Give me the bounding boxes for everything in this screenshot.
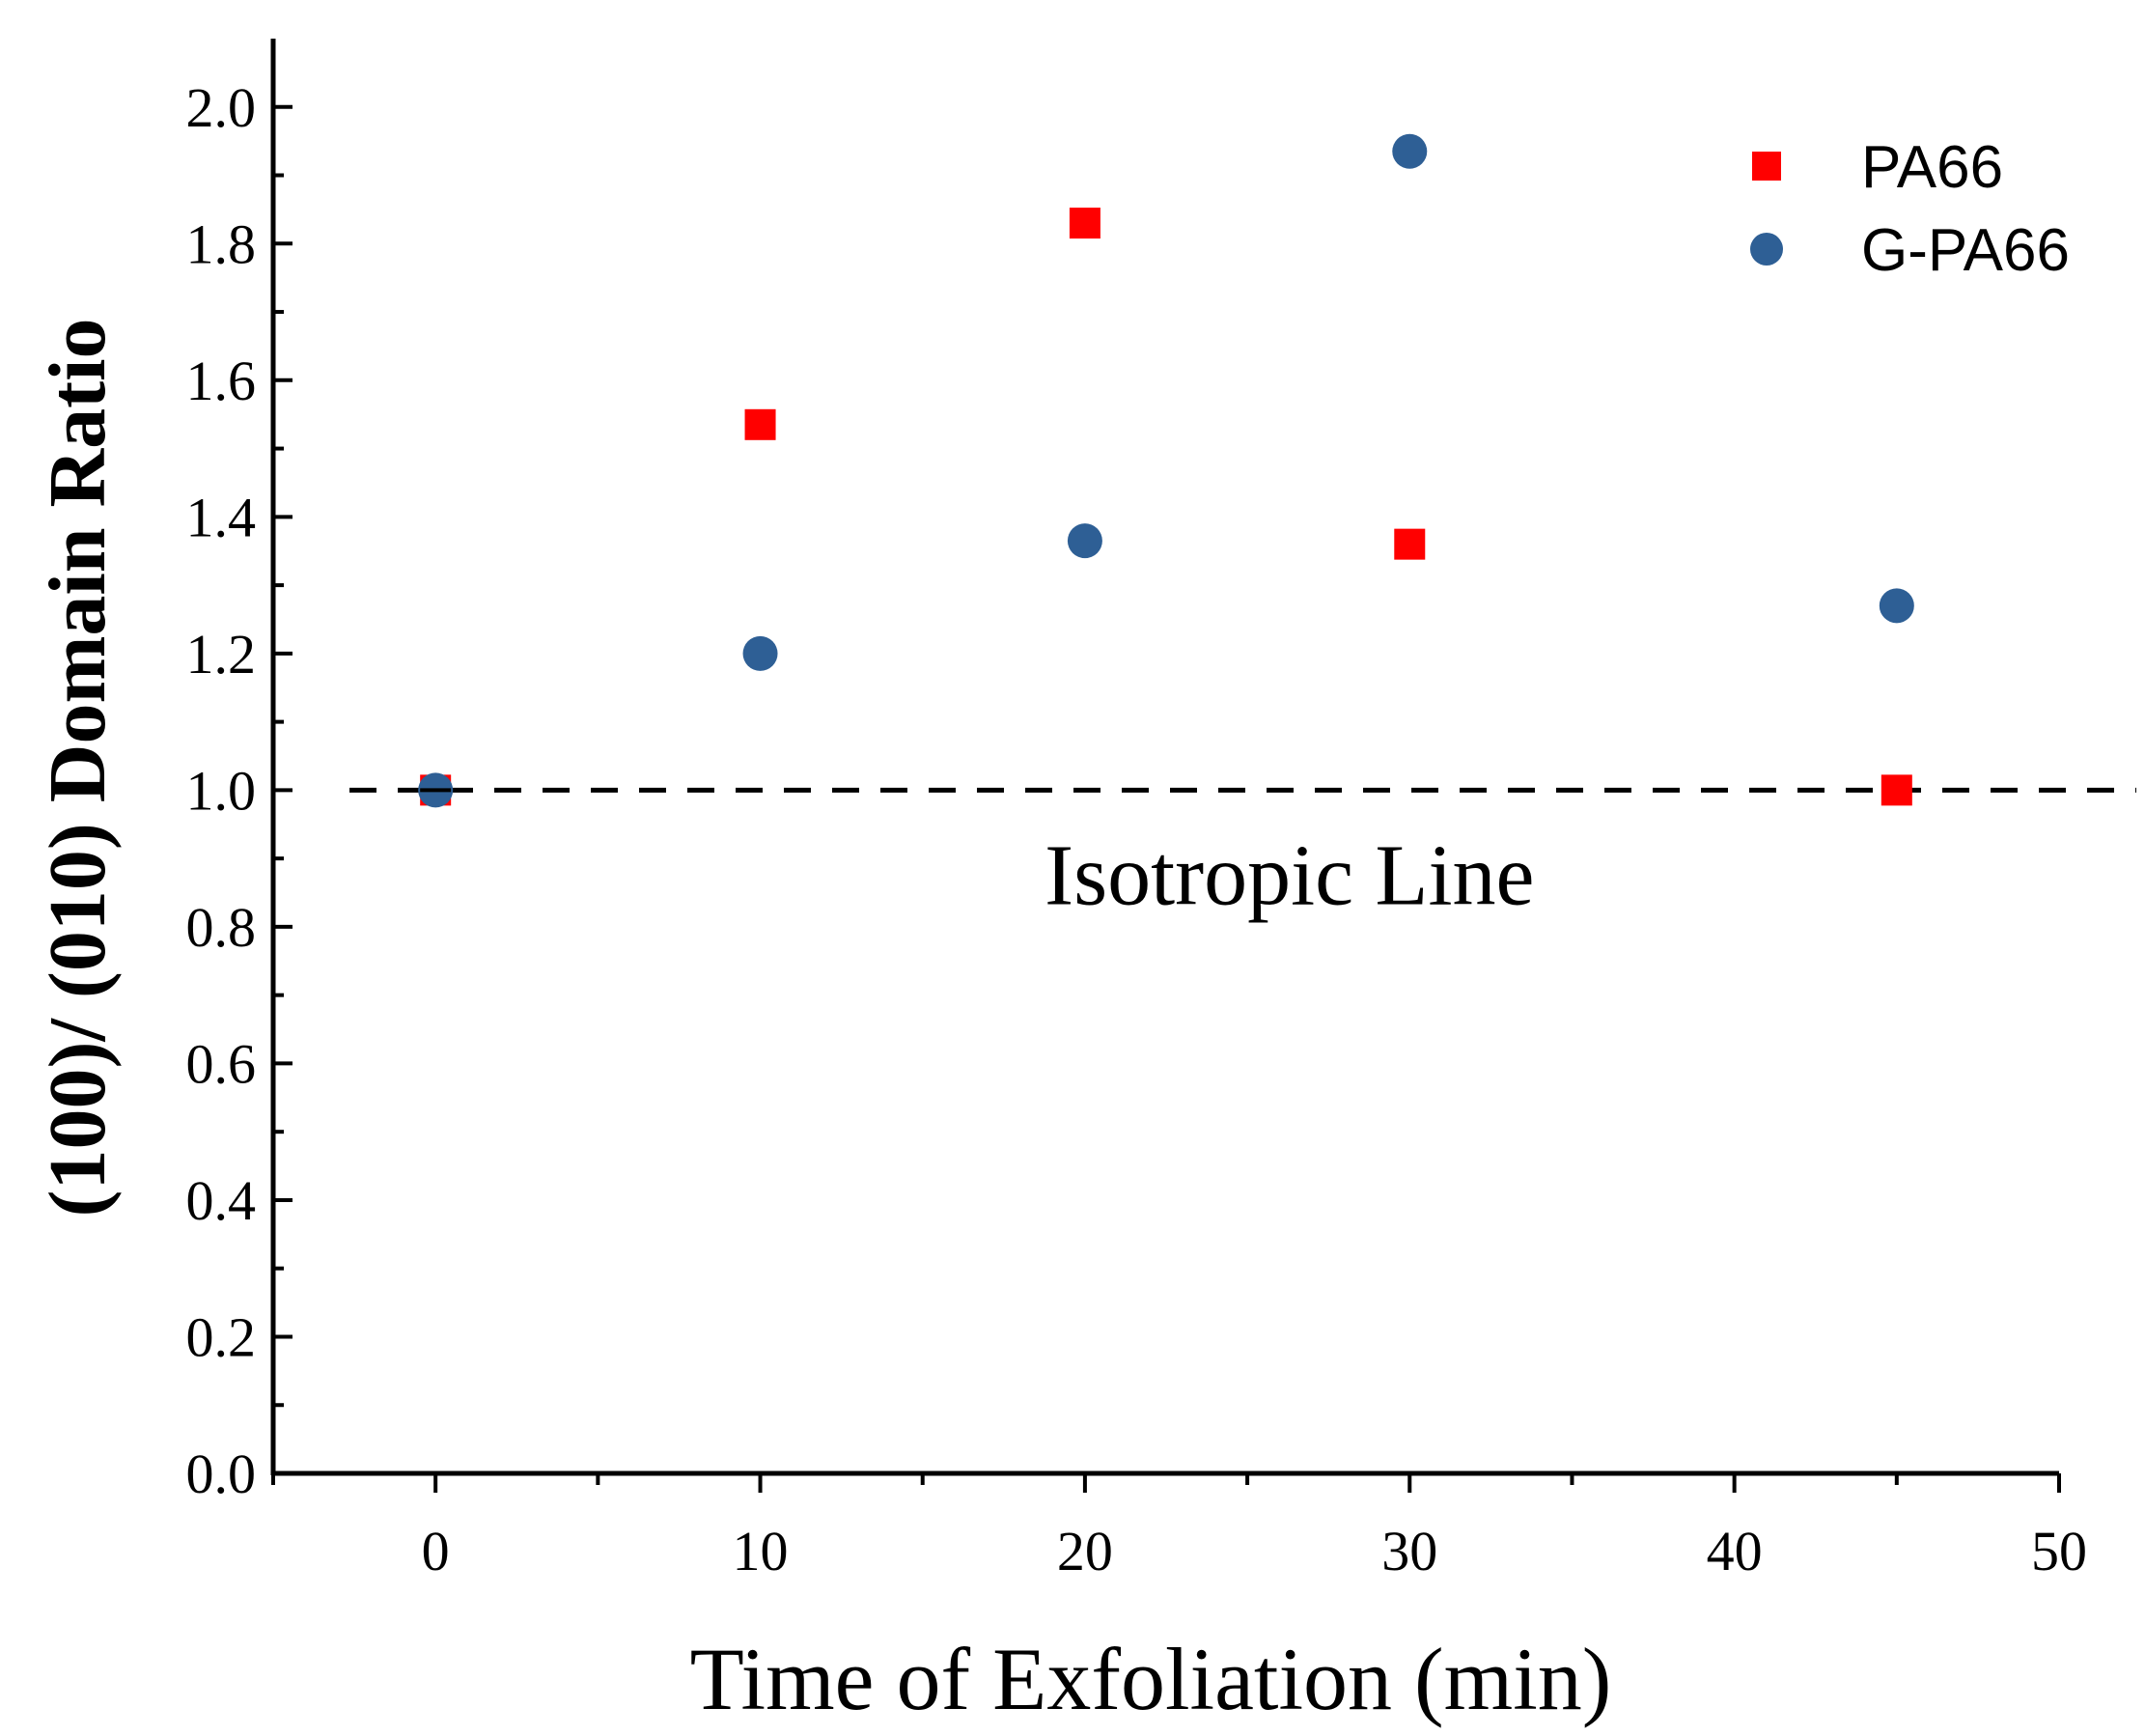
x-tick-label: 0	[422, 1520, 450, 1582]
y-tick-label: 2.0	[186, 76, 257, 139]
legend-label: PA66	[1861, 134, 2003, 201]
tick-layer: 0.0 0.2 0.4 0.6 0.8 1.0 1.2 1.4 1.6 1.8 2.0 0 10 20 30…	[186, 76, 2088, 1582]
series-g-pa66	[418, 133, 1914, 808]
pa66-point	[1880, 774, 1912, 806]
y-tick-label: 0.0	[186, 1442, 257, 1505]
y-axis-label: (100)/ (010) Domain Ratio	[33, 319, 123, 1218]
g-pa66-point	[1392, 133, 1428, 169]
x-tick-label: 10	[733, 1520, 789, 1582]
legend-marker-pa66	[1752, 152, 1781, 181]
y-tick-label: 1.0	[186, 759, 257, 822]
y-tick-label: 1.8	[186, 212, 257, 275]
data-points	[418, 133, 1914, 808]
x-tick-label: 40	[1707, 1520, 1763, 1582]
reference-line-label: Isotropic Line	[1045, 827, 1534, 923]
pa66-point	[1394, 528, 1426, 560]
legend-label: G-PA66	[1861, 217, 2070, 284]
y-tick-label: 0.8	[186, 896, 257, 959]
y-tick-label: 0.4	[186, 1169, 257, 1232]
pa66-point	[744, 408, 776, 440]
g-pa66-point	[1067, 523, 1102, 559]
y-tick-label: 0.2	[186, 1305, 257, 1368]
g-pa66-point	[742, 635, 778, 671]
y-tick-label: 0.6	[186, 1032, 257, 1095]
legend-marker-g-pa66	[1750, 233, 1783, 266]
series-pa66	[420, 208, 1912, 806]
x-tick-label: 50	[2031, 1520, 2087, 1582]
x-tick-label: 20	[1057, 1520, 1113, 1582]
x-tick-label: 30	[1381, 1520, 1437, 1582]
g-pa66-point	[1879, 588, 1914, 624]
y-tick-label: 1.6	[186, 350, 257, 412]
y-tick-label: 1.2	[186, 623, 257, 686]
x-axis-label: Time of Exfoliation (min)	[690, 1630, 1612, 1728]
y-tick-label: 1.4	[186, 486, 257, 548]
pa66-point	[1069, 208, 1100, 239]
legend: PA66 G-PA66	[1750, 134, 2070, 284]
axes	[270, 39, 2059, 1476]
